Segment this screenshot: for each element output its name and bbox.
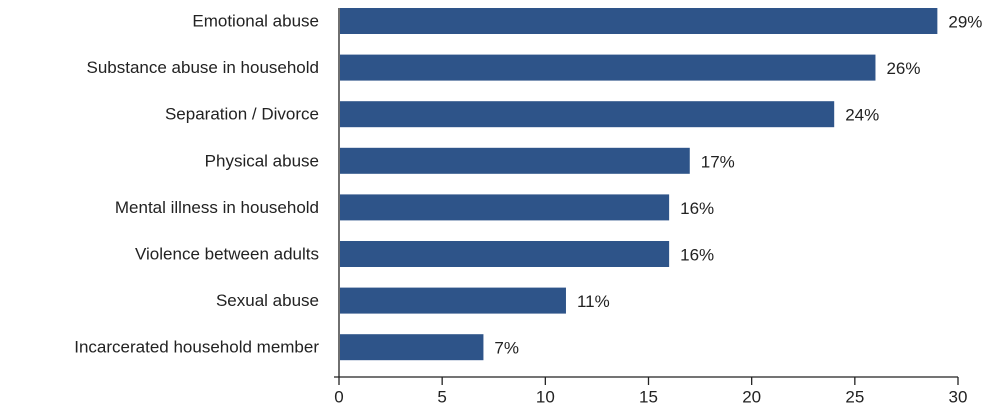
value-label: 16%	[680, 246, 714, 265]
category-label: Incarcerated household member	[74, 338, 319, 357]
value-label: 26%	[886, 59, 920, 78]
category-label: Physical abuse	[205, 151, 319, 170]
category-label: Substance abuse in household	[86, 58, 319, 77]
value-label: 29%	[948, 13, 982, 32]
value-label: 16%	[680, 199, 714, 218]
x-tick-label: 5	[437, 388, 446, 407]
value-label: 17%	[701, 152, 735, 171]
x-tick-label: 20	[742, 388, 761, 407]
bars-group	[340, 8, 938, 361]
category-label: Sexual abuse	[216, 291, 319, 310]
value-label: 24%	[845, 106, 879, 125]
x-tick-label: 15	[639, 388, 658, 407]
value-labels-group: 29% 26% 24% 17% 16% 16% 11% 7%	[494, 13, 982, 358]
x-tick-label: 30	[949, 388, 968, 407]
bar-0	[340, 8, 938, 34]
bar-2	[340, 101, 835, 128]
bar-7	[340, 334, 484, 361]
category-label: Mental illness in household	[115, 198, 319, 217]
category-label: Violence between adults	[135, 245, 319, 264]
category-label: Separation / Divorce	[165, 105, 319, 124]
value-label: 7%	[494, 339, 519, 358]
bar-1	[340, 54, 876, 81]
axes-group	[334, 8, 958, 378]
value-label: 11%	[577, 292, 610, 311]
x-tick-label: 0	[334, 388, 343, 407]
bar-6	[340, 287, 566, 314]
x-tick-label: 10	[536, 388, 555, 407]
x-ticks-group: 0 5 10 15 20 25 30	[334, 377, 967, 407]
category-labels-group: Emotional abuse Substance abuse in househ…	[74, 12, 319, 357]
x-tick-label: 25	[845, 388, 864, 407]
bar-4	[340, 194, 670, 221]
bar-3	[340, 147, 690, 174]
bar-5	[340, 241, 670, 267]
category-label: Emotional abuse	[192, 12, 319, 31]
